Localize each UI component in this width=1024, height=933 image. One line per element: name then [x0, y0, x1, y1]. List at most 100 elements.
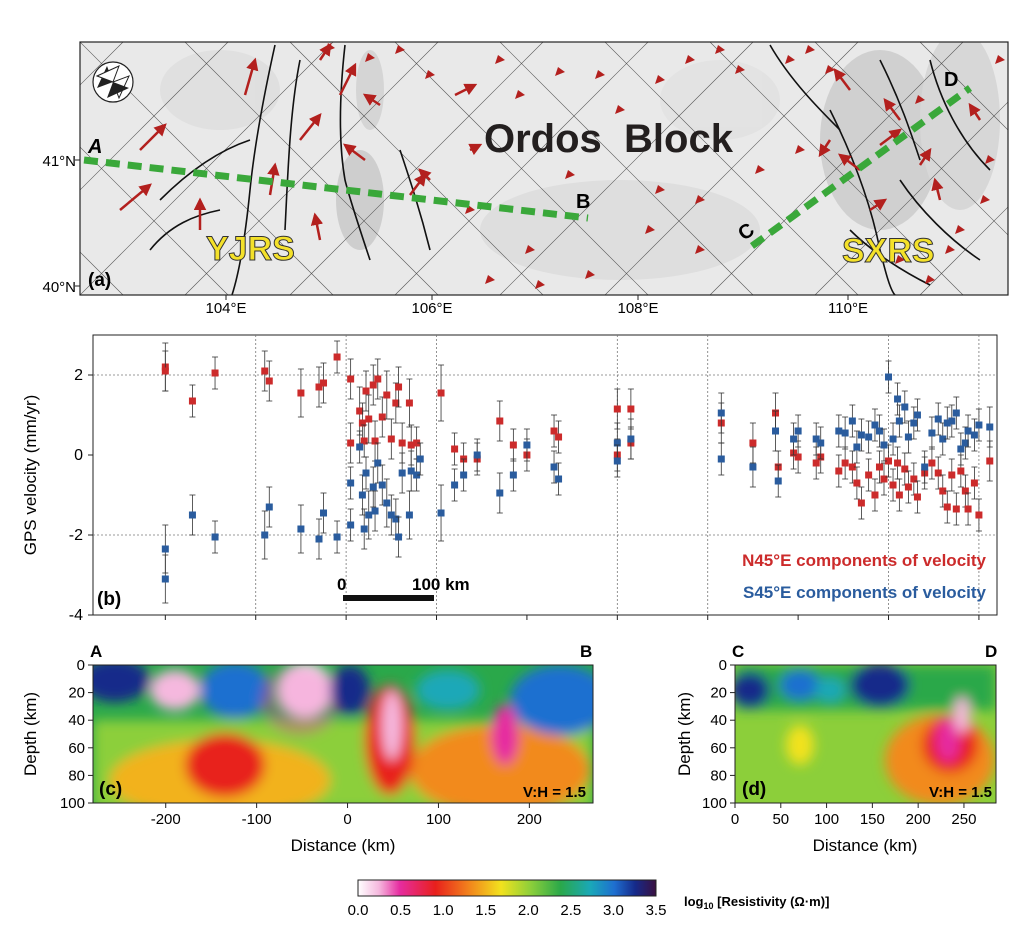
s45-point: [297, 525, 305, 533]
s45-point: [921, 463, 929, 471]
s45-point: [961, 439, 969, 447]
n45-point: [347, 375, 355, 383]
section-cd-ratio: V:H = 1.5: [929, 784, 992, 801]
s45-point: [774, 477, 782, 485]
s45-point: [717, 455, 725, 463]
x-tick-label: 200: [517, 811, 542, 828]
x-tick-label: 50: [772, 811, 789, 828]
s45-point: [333, 533, 341, 541]
section-cd-right-end: D: [985, 642, 997, 661]
s45-point: [398, 469, 406, 477]
legend-s45: S45°E components of velocity: [743, 583, 987, 602]
n45-point: [509, 441, 517, 449]
gps-vector-small: [955, 225, 965, 234]
s45-point: [405, 511, 413, 519]
gps-vector-small: [805, 45, 815, 54]
gps-vector: [119, 183, 152, 211]
gps-vector-small: [825, 65, 835, 74]
s45-point: [613, 457, 621, 465]
section-cd-ylabel: Depth (km): [675, 692, 694, 776]
y-tick-label: 60: [68, 740, 85, 757]
gps-vector-small: [645, 225, 655, 234]
map-region-left: YJRS: [206, 230, 295, 268]
s45-point: [387, 511, 395, 519]
n45-point: [437, 389, 445, 397]
s45-point: [265, 503, 273, 511]
chart-y-tick-label: -4: [69, 607, 83, 624]
x-tick-label: 100: [814, 811, 839, 828]
n45-point: [395, 383, 403, 391]
gps-vector-small: [915, 95, 925, 104]
colorbar: 0.0 0.5 1.0 1.5 2.0 2.5 3.0 3.5 log10 [Resistiv…: [348, 879, 829, 919]
section-ab-left-end: A: [90, 642, 102, 661]
gps-vectors: [119, 42, 1005, 289]
s45-point: [378, 481, 386, 489]
profile-label-d: D: [944, 69, 958, 91]
gps-vector-small: [755, 165, 765, 174]
y-tick-label: 20: [68, 685, 85, 702]
s45-point: [934, 415, 942, 423]
n45-point: [496, 417, 504, 425]
s45-point: [901, 403, 909, 411]
n45-point: [749, 439, 757, 447]
x-tick-label: -200: [151, 811, 181, 828]
gps-vector-small: [925, 275, 935, 284]
s45-point: [371, 507, 379, 515]
gps-vector-small: [695, 245, 705, 254]
n45-point: [387, 435, 395, 443]
n45-point: [407, 441, 415, 449]
n45-point: [894, 459, 902, 467]
gps-vector-small: [535, 280, 545, 289]
map-panel: Ordos Block YJRS SXRS A B C D (a) 41°N 4…: [42, 41, 1009, 317]
n45-point: [371, 437, 379, 445]
n45-point: [347, 439, 355, 447]
map-grid: [80, 42, 1008, 295]
s45-point: [473, 451, 481, 459]
gps-vector: [310, 212, 324, 241]
s45-point: [369, 483, 377, 491]
n45-point: [320, 379, 328, 387]
s45-point: [383, 499, 391, 507]
n45-point: [835, 467, 843, 475]
n45-point: [265, 377, 273, 385]
n45-point: [550, 427, 558, 435]
n45-point: [952, 505, 960, 513]
s45-point: [880, 441, 888, 449]
s45-point: [451, 481, 459, 489]
colorbar-gradient: [357, 879, 657, 897]
y-tick-label: 0: [77, 657, 85, 674]
faults: [149, 44, 991, 295]
n45-point: [910, 475, 918, 483]
gps-vector: [299, 113, 322, 141]
panel-c-label: (c): [99, 779, 122, 800]
gps-vector-small: [985, 155, 995, 164]
s45-point: [895, 417, 903, 425]
s45-point: [749, 463, 757, 471]
gps-vector: [454, 83, 478, 97]
lon-tick-110: 110°E: [828, 300, 868, 317]
chart-ylabel: GPS velocity (mm/yr): [21, 395, 40, 556]
gps-vector-small: [685, 55, 695, 64]
gps-vector-small: [715, 45, 725, 54]
s45-point: [812, 435, 820, 443]
panel-a-label: (a): [88, 270, 111, 291]
s45-point: [910, 419, 918, 427]
s45-point: [957, 445, 965, 453]
chart-points: [161, 340, 994, 604]
s45-point: [627, 435, 635, 443]
n45-point: [943, 503, 951, 511]
x-tick-label: 0: [731, 811, 739, 828]
s45-point: [161, 575, 169, 583]
chart-y-ticks: 2 0 -2 -4: [69, 367, 980, 624]
n45-point: [970, 479, 978, 487]
y-tick-label: 20: [710, 685, 727, 702]
n45-point: [365, 415, 373, 423]
x-tick-label: 250: [951, 811, 976, 828]
gps-vector-small: [395, 45, 405, 54]
gps-vector: [968, 102, 982, 121]
s45-point: [392, 515, 400, 523]
n45-point: [964, 505, 972, 513]
n45-point: [333, 353, 341, 361]
gps-vector: [833, 68, 851, 91]
